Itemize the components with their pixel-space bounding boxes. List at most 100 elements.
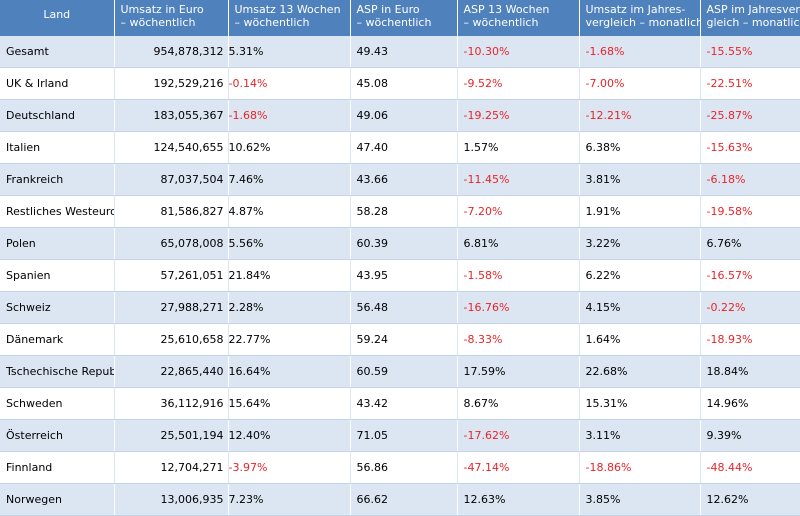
cell-asp-yoy: -19.58% [700,195,800,228]
cell-sales-13w: 5.56% [228,227,351,260]
cell-sales-weekly: 81,586,827 [114,195,229,228]
cell-sales-yoy: 22.68% [579,355,701,388]
cell-asp-weekly: 66.62 [350,483,458,516]
cell-sales-13w: 5.31% [228,36,351,68]
cell-asp-weekly: 43.95 [350,259,458,292]
cell-sales-13w: -1.68% [228,99,351,132]
cell-sales-weekly: 57,261,051 [114,259,229,292]
cell-asp-yoy: -22.51% [700,67,800,100]
table-row: Tschechische Republik22,865,44016.64%60.… [0,355,800,388]
cell-sales-weekly: 183,055,367 [114,99,229,132]
column-header-asp-yoy: ASP im Jahresver-gleich – monatlich [700,0,800,36]
cell-sales-yoy: 6.38% [579,131,701,164]
column-header-sales-13w: Umsatz 13 Wochen – wöchentlich [228,0,351,36]
table-row: Österreich 25,501,194 12.40% 71.05 -17.62% 3.… [0,419,800,452]
cell-asp-weekly: 47.40 [350,131,458,164]
cell-asp-13w: 8.67% [457,387,580,420]
cell-asp-weekly: 60.39 [350,227,458,260]
cell-asp-yoy: -6.18% [700,163,800,196]
cell-asp-13w: -9.52% [457,67,580,100]
cell-country: Gesamt [0,36,115,68]
cell-country: Polen [0,227,115,260]
table-row: Italien 124,540,655 10.62% 47.40 1.57% 6.38% -… [0,131,800,164]
table-row: Schweden 36,112,916 15.64% 43.42 8.67% 15.31%… [0,387,800,420]
cell-asp-weekly: 49.43 [350,36,458,68]
cell-sales-13w: 7.46% [228,163,351,196]
cell-sales-weekly: 22,865,440 [114,355,229,388]
cell-sales-weekly: 124,540,655 [114,131,229,164]
cell-sales-yoy: 3.22% [579,227,701,260]
cell-sales-13w: 22.77% [228,323,351,356]
cell-sales-weekly: 12,704,271 [114,451,229,484]
cell-asp-yoy: -16.57% [700,259,800,292]
cell-sales-weekly: 13,006,935 [114,483,229,516]
cell-sales-13w: 16.64% [228,355,351,388]
table-row: Gesamt 954,878,312 5.31% 49.43 -10.30% -1.68%… [0,36,800,68]
cell-asp-13w: 17.59% [457,355,580,388]
cell-country: Restliches Westeuropa [0,195,115,228]
cell-asp-13w: -8.33% [457,323,580,356]
cell-country: UK & Irland [0,67,115,100]
cell-sales-yoy: 3.11% [579,419,701,452]
cell-asp-weekly: 56.86 [350,451,458,484]
cell-asp-yoy: -0.22% [700,291,800,324]
cell-asp-13w: 1.57% [457,131,580,164]
cell-asp-13w: -1.58% [457,259,580,292]
cell-asp-13w: 6.81% [457,227,580,260]
cell-asp-weekly: 71.05 [350,419,458,452]
cell-sales-weekly: 25,610,658 [114,323,229,356]
cell-sales-yoy: 15.31% [579,387,701,420]
cell-sales-yoy: 1.91% [579,195,701,228]
cell-sales-yoy: 4.15% [579,291,701,324]
cell-asp-weekly: 43.42 [350,387,458,420]
cell-asp-yoy: -18.93% [700,323,800,356]
cell-sales-yoy: 3.85% [579,483,701,516]
table-row: Spanien 57,261,051 21.84% 43.95 -1.58% 6.22% -… [0,259,800,292]
cell-sales-13w: -3.97% [228,451,351,484]
table-row: Dänemark 25,610,658 22.77% 59.24 -8.33% 1.64%… [0,323,800,356]
cell-asp-weekly: 43.66 [350,163,458,196]
cell-sales-yoy: -1.68% [579,36,701,68]
cell-asp-weekly: 49.06 [350,99,458,132]
table-row: Norwegen 13,006,935 7.23% 66.62 12.63% 3.85% 1… [0,483,800,516]
column-header-sales-yoy: Umsatz im Jahres-vergleich – monatlich [579,0,701,36]
cell-sales-13w: 12.40% [228,419,351,452]
table-row: Polen 65,078,008 5.56% 60.39 6.81% 3.22% 6.76% [0,227,800,260]
table-body: Gesamt 954,878,312 5.31% 49.43 -10.30% -1.68%… [0,36,800,516]
cell-sales-13w: -0.14% [228,67,351,100]
cell-country: Frankreich [0,163,115,196]
column-header-asp-weekly: ASP in Euro – wöchentlich [350,0,458,36]
cell-sales-13w: 7.23% [228,483,351,516]
cell-country: Dänemark [0,323,115,356]
cell-asp-13w: -47.14% [457,451,580,484]
cell-sales-weekly: 192,529,216 [114,67,229,100]
cell-sales-13w: 21.84% [228,259,351,292]
cell-asp-13w: -19.25% [457,99,580,132]
cell-country: Norwegen [0,483,115,516]
cell-asp-yoy: 6.76% [700,227,800,260]
table-header: Land Umsatz in Euro – wöchentlich Umsatz 13… [0,0,800,36]
table-row: Schweiz 27,988,271 2.28% 56.48 -16.76% 4.15% -… [0,291,800,324]
cell-asp-yoy: 12.62% [700,483,800,516]
cell-sales-yoy: 6.22% [579,259,701,292]
cell-asp-yoy: 18.84% [700,355,800,388]
cell-asp-weekly: 45.08 [350,67,458,100]
cell-country: Österreich [0,419,115,452]
cell-sales-weekly: 954,878,312 [114,36,229,68]
cell-asp-weekly: 56.48 [350,291,458,324]
column-header-country: Land [0,0,115,36]
cell-country: Deutschland [0,99,115,132]
cell-country: Schweiz [0,291,115,324]
column-header-sales-weekly: Umsatz in Euro – wöchentlich [114,0,229,36]
cell-asp-weekly: 58.28 [350,195,458,228]
cell-sales-yoy: -12.21% [579,99,701,132]
table-row: Finnland 12,704,271 -3.97% 56.86 -47.14% -18.… [0,451,800,484]
cell-country: Italien [0,131,115,164]
cell-sales-13w: 10.62% [228,131,351,164]
cell-asp-13w: -10.30% [457,36,580,68]
cell-country: Finnland [0,451,115,484]
cell-sales-13w: 4.87% [228,195,351,228]
cell-country: Schweden [0,387,115,420]
header-row: Land Umsatz in Euro – wöchentlich Umsatz 13… [0,0,800,36]
table-row: Frankreich 87,037,504 7.46% 43.66 -11.45% 3.8… [0,163,800,196]
